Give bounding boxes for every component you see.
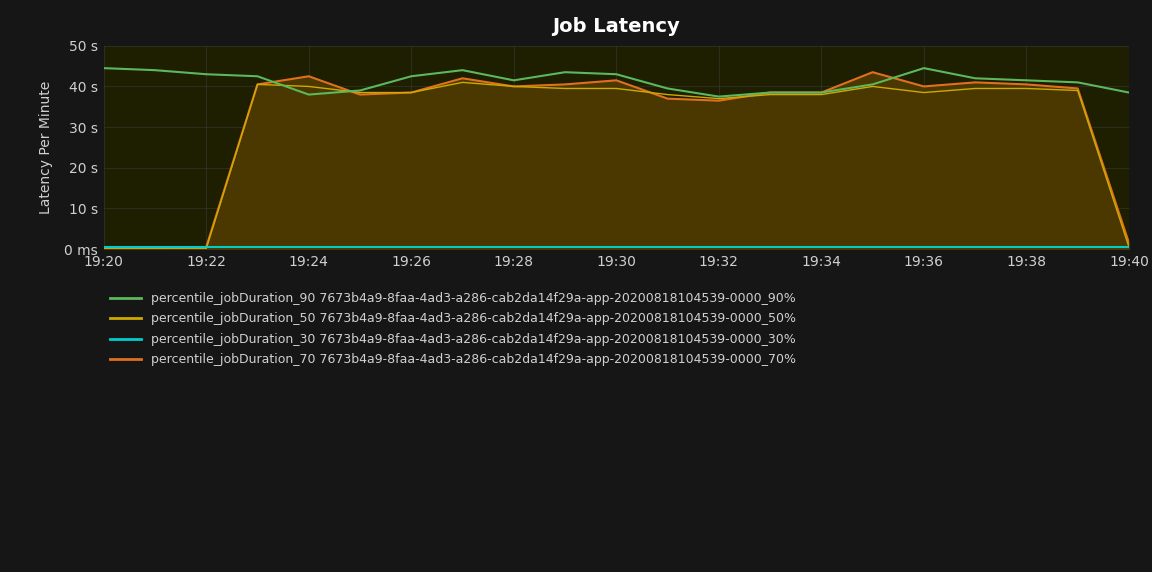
Title: Job Latency: Job Latency (553, 17, 680, 36)
Legend: percentile_jobDuration_90 7673b4a9-8faa-4ad3-a286-cab2da14f29a-app-2020081810453: percentile_jobDuration_90 7673b4a9-8faa-… (109, 292, 796, 367)
Y-axis label: Latency Per Minute: Latency Per Minute (39, 81, 53, 214)
